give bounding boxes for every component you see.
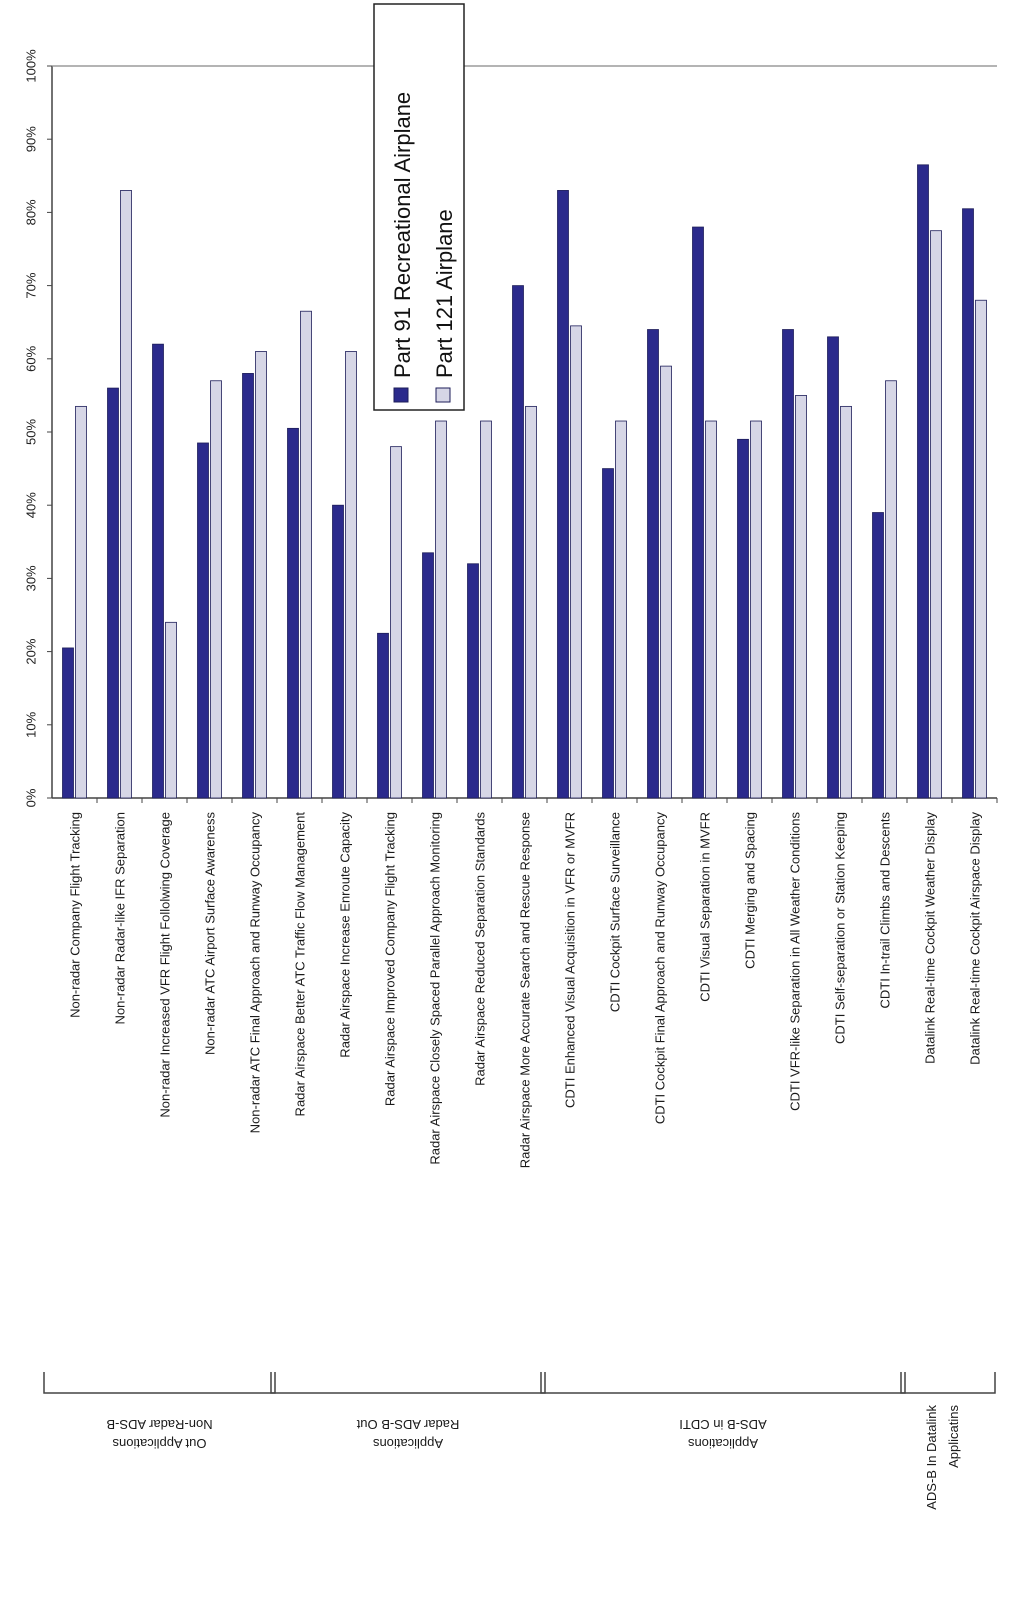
category-label: CDTI Cockpit Final Approach and Runway O… xyxy=(653,812,668,1125)
category-label: Radar Airspace Reduced Separation Standa… xyxy=(473,812,488,1086)
category-label: Non-radar Increased VFR Flight Follolwin… xyxy=(158,812,173,1118)
axis-layer: 0% 10% 20% 30% 40% 50% 60% 70% 80% 90% 100% xyxy=(23,49,998,807)
group-label: Applications xyxy=(372,1436,443,1451)
y-tick-label: 10% xyxy=(23,711,38,737)
y-tick-label: 0% xyxy=(23,788,38,807)
group-label: Non-Radar ADS-B xyxy=(106,1417,212,1432)
legend-label: Part 91 Recreational Airplane xyxy=(390,92,415,378)
group-bracket xyxy=(43,1372,276,1394)
legend-swatch xyxy=(393,387,409,403)
y-tick-label: 30% xyxy=(23,565,38,591)
group-bracket xyxy=(900,1372,996,1394)
bar-part91 xyxy=(62,647,74,799)
bar-part121 xyxy=(660,365,672,799)
bar-part121 xyxy=(885,380,897,799)
bar-part91 xyxy=(332,504,344,799)
bar-part91 xyxy=(377,632,389,799)
bar-part121 xyxy=(975,299,987,799)
bar-part91 xyxy=(287,427,299,799)
y-tick-label: 50% xyxy=(23,419,38,445)
bar-part91 xyxy=(647,329,659,799)
legend-label: Part 121 Airplane xyxy=(432,209,457,378)
bar-part91 xyxy=(602,468,614,799)
category-label: Datalink Real-time Cockpit Airspace Disp… xyxy=(968,812,983,1065)
bar-part91 xyxy=(872,512,884,799)
group-label: ADS-B in CDTI xyxy=(679,1417,766,1432)
bar-part121 xyxy=(75,405,87,799)
bar-part121 xyxy=(345,351,357,799)
category-label: Non-radar ATC Airport Surface Awareness xyxy=(203,812,218,1056)
category-label: Radar Airspace Better ATC Traffic Flow M… xyxy=(293,812,308,1117)
category-label: Non-radar ATC Final Approach and Runway … xyxy=(248,812,263,1134)
category-label: Radar Airspace Improved Company Flight T… xyxy=(383,812,398,1106)
y-tick-label: 90% xyxy=(23,126,38,152)
legend-box xyxy=(373,3,465,411)
bar-part121 xyxy=(120,190,132,799)
y-tick-label: 40% xyxy=(23,492,38,518)
bar-part121 xyxy=(615,420,627,799)
bar-part121 xyxy=(390,446,402,799)
bar-part91 xyxy=(917,164,929,799)
legend-swatch xyxy=(435,387,451,403)
legend: Part 91 Recreational Airplane Part 121 Ai… xyxy=(373,3,465,411)
group-label: ADS-B In Datalink xyxy=(924,1405,939,1510)
category-label: CDTI VFR-like Separation in All Weather … xyxy=(788,812,803,1111)
bar-part91 xyxy=(242,373,254,799)
bar-part121 xyxy=(570,325,582,799)
group-brackets-layer: Non-Radar ADS-B Out Applications Radar ADS… xyxy=(43,1372,996,1510)
group-label: Applicatins xyxy=(946,1405,961,1468)
category-label: CDTI Merging and Spacing xyxy=(743,812,758,969)
bar-part121 xyxy=(750,420,762,799)
bar-part91 xyxy=(737,438,749,799)
y-tick-label: 20% xyxy=(23,638,38,664)
bar-part121 xyxy=(210,380,222,799)
bar-part121 xyxy=(300,310,312,799)
bar-part121 xyxy=(480,420,492,799)
bar-part121 xyxy=(525,405,537,799)
bar-part91 xyxy=(827,336,839,799)
bar-part121 xyxy=(795,394,807,799)
y-tick-label: 70% xyxy=(23,272,38,298)
category-label: Radar Airspace More Accurate Search and … xyxy=(518,812,533,1168)
category-label: Datalink Real-time Cockpit Weather Displ… xyxy=(923,812,938,1064)
bar-part121 xyxy=(255,351,267,799)
group-label: Radar ADS-B Out xyxy=(356,1417,459,1432)
bar-part91 xyxy=(512,285,524,799)
y-tick-label: 80% xyxy=(23,199,38,225)
category-label: CDTI Self-separation or Station Keeping xyxy=(833,812,848,1044)
bar-part91 xyxy=(557,190,569,799)
category-label: Radar Airspace Increase Enroute Capacity xyxy=(338,812,353,1058)
bar-part91 xyxy=(782,329,794,799)
bar-part91 xyxy=(197,442,209,799)
category-label: Non-radar Radar-like IFR Separation xyxy=(113,812,128,1024)
bar-part91 xyxy=(962,208,974,799)
bar-part121 xyxy=(930,230,942,799)
bar-part121 xyxy=(435,420,447,799)
y-tick-label: 60% xyxy=(23,345,38,371)
group-label: Applications xyxy=(687,1436,758,1451)
category-label: CDTI Cockpit Surface Surveillance xyxy=(608,812,623,1012)
bar-part91 xyxy=(692,226,704,799)
group-bracket xyxy=(540,1372,906,1394)
category-label: CDTI In-trail Climbs and Descents xyxy=(878,812,893,1009)
category-label: Non-radar Company Flight Tracking xyxy=(68,812,83,1018)
group-label: Out Applications xyxy=(112,1436,206,1451)
bar-part91 xyxy=(152,343,164,799)
category-label: Radar Airspace Closely Spaced Parallel A… xyxy=(428,812,443,1165)
bars-layer xyxy=(62,164,987,799)
bar-part91 xyxy=(422,552,434,799)
bar-part121 xyxy=(840,405,852,799)
bar-part91 xyxy=(107,387,119,799)
category-labels-layer: Non-radar Company Flight Tracking Non-rad… xyxy=(68,812,983,1169)
bar-part121 xyxy=(165,621,177,799)
category-label: CDTI Enhanced Visual Acquisition in VFR … xyxy=(563,812,578,1108)
bar-part91 xyxy=(467,563,479,799)
y-tick-label: 100% xyxy=(23,49,38,83)
group-bracket xyxy=(270,1372,546,1394)
bar-part121 xyxy=(705,420,717,799)
category-label: CDTI Visual Separation in MVFR xyxy=(698,812,713,1002)
